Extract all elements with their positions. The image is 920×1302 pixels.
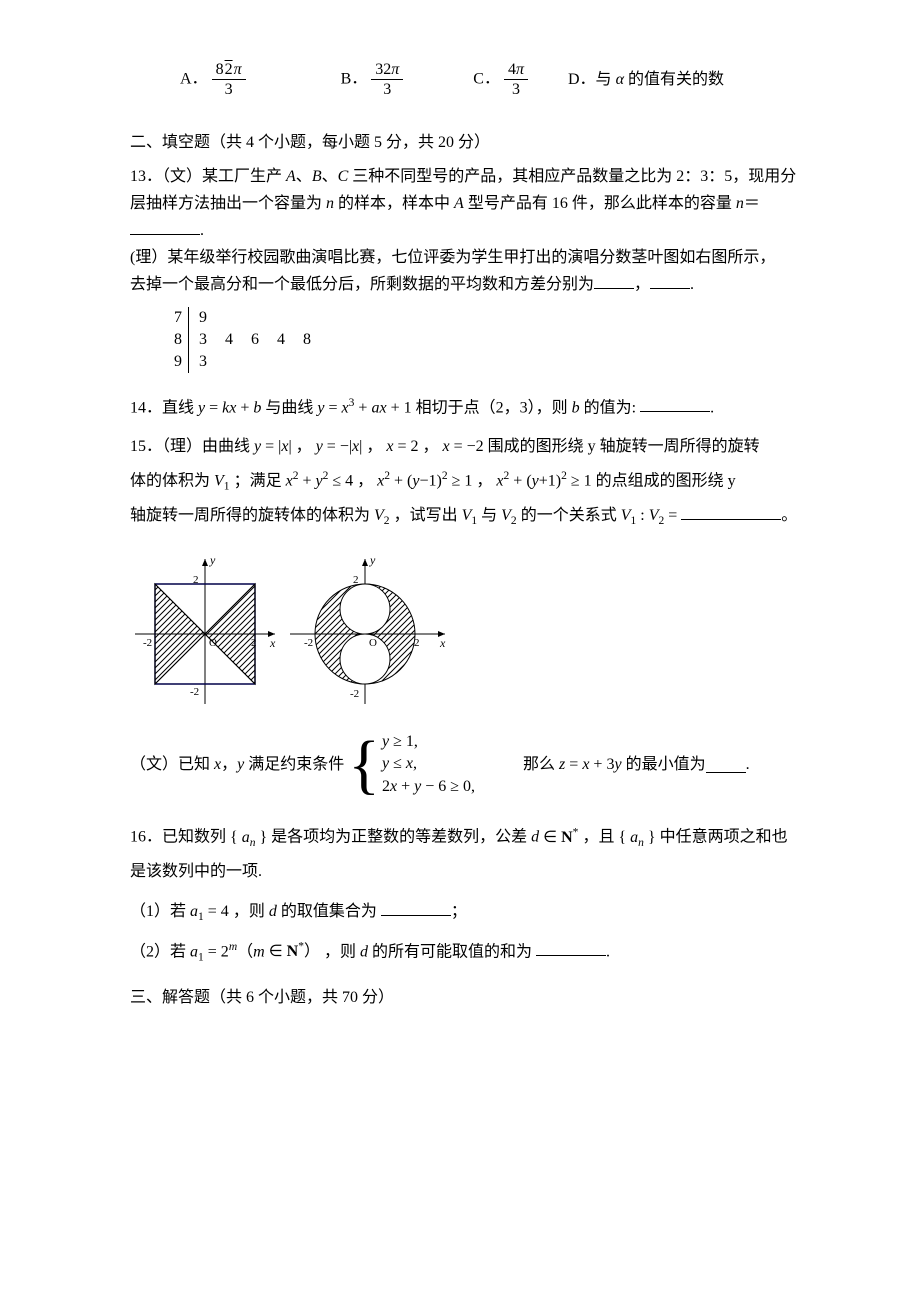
- q13-wen-line1: 13．（文）某工厂生产 A、B、C 三种不同型号的产品，其相应产品数量之比为 2…: [130, 163, 800, 190]
- q15-fig-left: y x O -2 2 2 -2: [130, 549, 280, 709]
- section2-header: 二、填空题（共 4 个小题，每小题 5 分，共 20 分）: [130, 129, 800, 156]
- q13: 13．（文）某工厂生产 A、B、C 三种不同型号的产品，其相应产品数量之比为 2…: [130, 163, 800, 299]
- q12-b-frac: 32π 3: [371, 60, 403, 99]
- q15-figures: y x O -2 2 2 -2 y x O -2: [130, 549, 800, 709]
- stem-leaf-row: 9 3: [160, 351, 800, 373]
- q16-p2-blank: [536, 939, 606, 956]
- svg-text:O: O: [209, 637, 217, 649]
- q13-li-line2: 去掉一个最高分和一个最低分后，所剩数据的平均数和方差分别为，.: [130, 271, 800, 298]
- q15-wen: （文）已知 x，y 满足约束条件 { y ≥ 1, y ≤ x, 2x + y …: [130, 731, 800, 798]
- left-brace-icon: {: [348, 732, 380, 798]
- svg-text:-2: -2: [350, 688, 359, 700]
- q15-fig-right: y x O -2 2 2 -2: [280, 549, 450, 709]
- q12-option-d: D．与 α 的值有关的数: [568, 66, 724, 93]
- q12-a-frac: 82π 3: [212, 60, 246, 99]
- svg-text:2: 2: [193, 574, 199, 586]
- q12-option-b: B． 32π 3: [341, 60, 404, 99]
- q12-c-label: C．: [473, 70, 500, 87]
- q13-wen-line2: 层抽样方法抽出一个容量为 n 的样本，样本中 A 型号产品有 16 件，那么此样…: [130, 190, 800, 217]
- q14-blank: [640, 395, 710, 412]
- q16-p1-blank: [381, 899, 451, 916]
- q12-option-c: C． 4π 3: [473, 60, 528, 99]
- q12-a-label: A．: [180, 70, 208, 87]
- svg-text:O: O: [369, 637, 377, 649]
- q12-c-frac: 4π 3: [504, 60, 528, 99]
- q13-wen-blank: .: [130, 217, 800, 244]
- svg-text:y: y: [209, 553, 216, 567]
- svg-text:x: x: [269, 636, 276, 650]
- q15-li: 15．（理）由曲线 y = |x| ， y = −|x| ， x = 2 ， x…: [130, 430, 800, 533]
- svg-text:-2: -2: [304, 637, 313, 649]
- svg-text:2: 2: [353, 574, 359, 586]
- q16: 16．已知数列 { an } 是各项均为正整数的等差数列，公差 d ∈ N* ，…: [130, 820, 800, 969]
- svg-text:y: y: [369, 553, 376, 567]
- q14: 14．直线 y = kx + b 与曲线 y = x3 + ax + 1 相切于…: [130, 391, 800, 425]
- q15-li-blank: [681, 503, 781, 520]
- section3-header: 三、解答题（共 6 个小题，共 70 分）: [130, 984, 800, 1011]
- q12-options: A． 82π 3 B． 32π 3 C． 4π 3 D．与 α 的值有关的数: [180, 60, 800, 99]
- stem-leaf-row: 8 3 4 6 4 8: [160, 329, 800, 351]
- stem-leaf-plot: 7 9 8 3 4 6 4 8 9 3: [160, 307, 800, 373]
- q15-wen-blank: [706, 756, 746, 773]
- q12-b-label: B．: [341, 70, 368, 87]
- q12-d-label: D．: [568, 71, 596, 88]
- svg-text:-2: -2: [143, 637, 152, 649]
- svg-text:-2: -2: [190, 686, 199, 698]
- svg-text:x: x: [439, 636, 446, 650]
- q12-option-a: A． 82π 3: [180, 60, 246, 99]
- svg-text:2: 2: [414, 637, 420, 649]
- svg-text:2: 2: [251, 637, 257, 649]
- q13-li-line1: (理）某年级举行校园歌曲演唱比赛，七位评委为学生甲打出的演唱分数茎叶图如右图所示…: [130, 244, 800, 271]
